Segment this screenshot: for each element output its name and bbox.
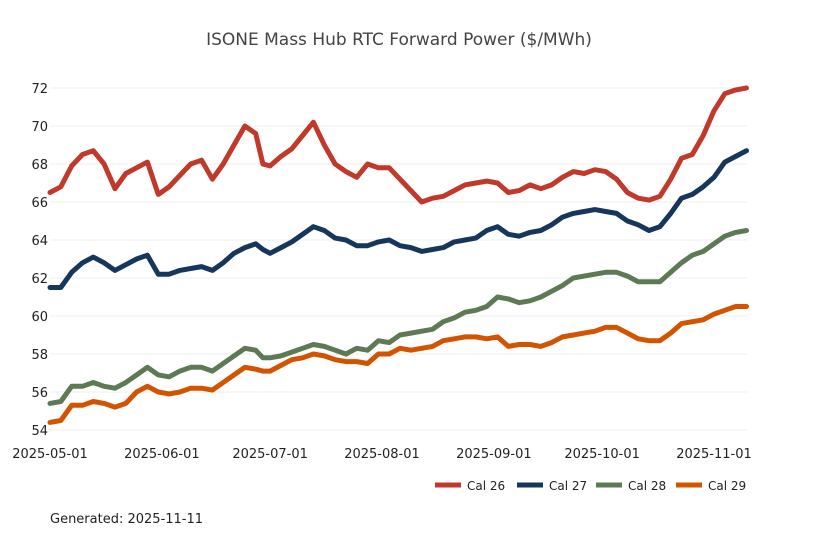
y-tick-label: 66 (31, 196, 48, 211)
chart-title: ISONE Mass Hub RTC Forward Power ($/MWh) (206, 30, 592, 50)
series-line-cal-26 (47, 85, 749, 205)
x-tick-label: 2025-11-01 (676, 447, 752, 462)
y-tick-label: 70 (31, 120, 48, 135)
x-tick-label: 2025-08-01 (344, 447, 420, 462)
y-tick-label: 72 (31, 82, 48, 97)
y-tick-label: 64 (31, 234, 48, 249)
x-tick-label: 2025-07-01 (232, 447, 308, 462)
legend-label: Cal 28 (628, 479, 666, 493)
legend-label: Cal 26 (467, 479, 505, 493)
y-tick-label: 68 (31, 158, 48, 173)
legend: Cal 26 Cal 27 Cal 28 Cal 29 (435, 479, 746, 493)
generated-note: Generated: 2025-11-11 (50, 512, 204, 527)
series-line-cal-29 (47, 304, 749, 425)
x-tick-label: 2025-09-01 (456, 447, 532, 462)
y-tick-label: 56 (31, 386, 48, 401)
x-axis: 2025-05-01 2025-06-01 2025-07-01 2025-08-01… (12, 447, 752, 462)
y-axis: 54 56 58 60 62 64 66 68 70 72 (31, 82, 48, 439)
x-tick-label: 2025-06-01 (124, 447, 200, 462)
grid (50, 87, 747, 431)
y-tick-label: 58 (31, 348, 48, 363)
y-tick-label: 62 (31, 272, 48, 287)
legend-label: Cal 27 (549, 479, 587, 493)
series-line-cal-27 (47, 148, 749, 290)
x-tick-label: 2025-05-01 (12, 447, 88, 462)
legend-label: Cal 29 (708, 479, 746, 493)
series-lines (47, 85, 749, 425)
series-line-cal-28 (47, 228, 749, 406)
x-tick-label: 2025-10-01 (564, 447, 640, 462)
y-tick-label: 54 (31, 424, 48, 439)
y-tick-label: 60 (31, 310, 48, 325)
